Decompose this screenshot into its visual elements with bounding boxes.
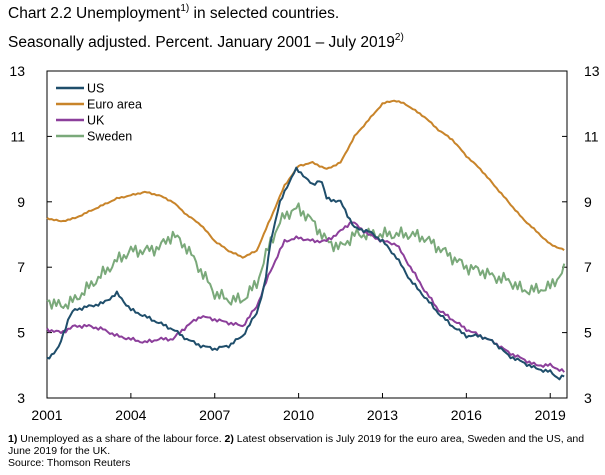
source-note: Source: Thomson Reuters <box>8 457 131 469</box>
chart-series <box>46 99 566 381</box>
y-tick-label-right: 3 <box>584 390 592 406</box>
y-tick-label-right: 11 <box>584 128 599 144</box>
legend-label: Euro area <box>87 98 142 112</box>
x-tick-label: 2013 <box>367 407 398 423</box>
footnote-1-number: 1) <box>8 433 18 445</box>
x-tick-label: 2010 <box>283 407 314 423</box>
line-chart: 13 11 9 7 5 3 13 11 9 7 5 3 2001 2004 2007 2010 2013 2016… <box>9 63 599 423</box>
y-tick-label-right: 5 <box>584 325 592 341</box>
x-tick-label: 2019 <box>535 407 566 423</box>
plot-frame <box>46 70 568 399</box>
footnote-1-text: Unemployed as a share of the labour forc… <box>17 433 225 445</box>
footnotes: 1) Unemployed as a share of the labour f… <box>8 433 603 457</box>
y-tick-label-right: 13 <box>584 63 600 79</box>
title-text: Chart 2.2 Unemployment <box>8 5 181 22</box>
y-tick-label-left: 3 <box>17 390 25 406</box>
title-footnote-ref: 1) <box>180 3 190 14</box>
x-tick-label: 2007 <box>199 407 230 423</box>
y-tick-label-left: 9 <box>17 194 25 210</box>
series-line-euro-area <box>46 99 565 259</box>
chart-axes: 13 11 9 7 5 3 13 11 9 7 5 3 2001 2004 2007 2010 2013 2016… <box>9 63 599 423</box>
series-line-sweden <box>46 202 566 310</box>
x-tick-label: 2004 <box>115 407 146 423</box>
title-text-end: in selected countries. <box>189 5 340 22</box>
y-tick-label-left: 13 <box>9 63 25 79</box>
series-line-uk <box>46 221 565 373</box>
legend-label: Sweden <box>87 130 132 144</box>
subtitle-text: Seasonally adjusted. Percent. January 20… <box>8 34 395 51</box>
y-tick-label-left: 5 <box>17 325 25 341</box>
y-tick-label-left: 7 <box>17 259 25 275</box>
footnote-2-text: Latest observation is July 2019 for the … <box>8 433 585 457</box>
y-tick-label-right: 9 <box>584 194 592 210</box>
chart-legend: US Euro area UK Sweden <box>56 82 142 144</box>
y-tick-label-right: 7 <box>584 259 592 275</box>
chart-subtitle: Seasonally adjusted. Percent. January 20… <box>8 32 404 52</box>
subtitle-footnote-ref: 2) <box>394 32 404 43</box>
footnote-2-number: 2) <box>224 433 234 445</box>
legend-label: UK <box>87 114 105 128</box>
x-tick-label: 2001 <box>31 407 62 423</box>
legend-label: US <box>87 82 104 96</box>
x-tick-label: 2016 <box>451 407 482 423</box>
chart-title: Chart 2.2 Unemployment1) in selected cou… <box>8 3 340 23</box>
y-tick-label-left: 11 <box>10 128 25 144</box>
series-line-us <box>46 166 565 381</box>
